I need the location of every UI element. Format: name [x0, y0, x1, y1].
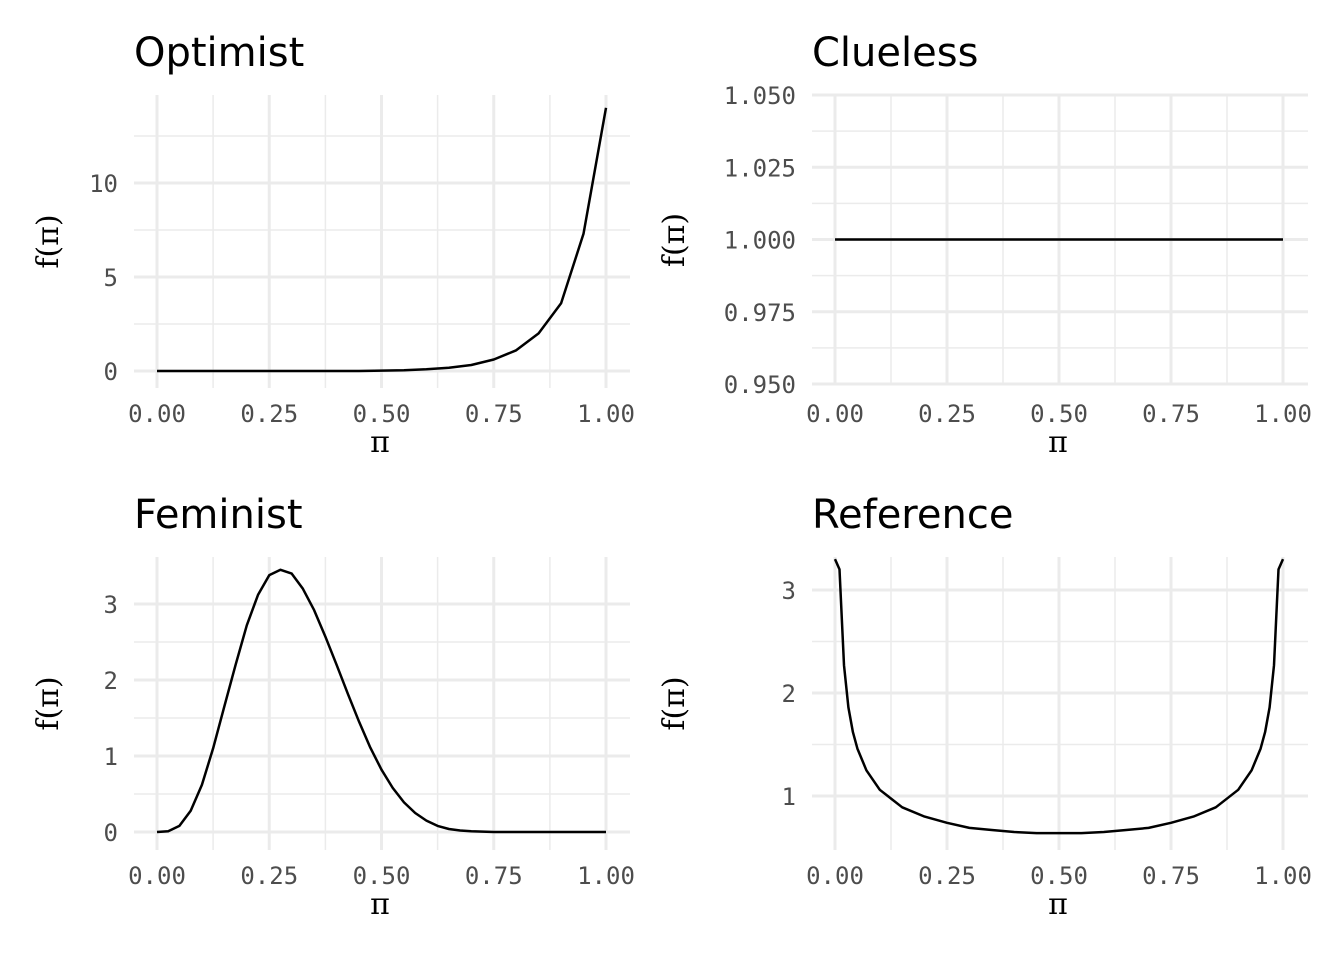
density-curve: [157, 107, 608, 373]
feminist-panel: Feminist 0.00 0.25 0.50 0.75 1.00 0 1 2 3 π f(π): [31, 492, 635, 922]
y-tick-label: 1.000: [724, 227, 796, 255]
density-curve: [833, 558, 1285, 835]
x-tick-label: 0.00: [806, 400, 864, 428]
x-axis-label: π: [370, 887, 390, 922]
panel-title: Reference: [812, 492, 1013, 538]
x-tick-label: 0.75: [1142, 862, 1200, 890]
x-axis-label: π: [1048, 887, 1068, 922]
density-curve: [156, 568, 606, 834]
y-tick-label: 0.950: [724, 371, 796, 399]
x-axis-label: π: [370, 425, 390, 460]
clueless-panel: Clueless 0.00 0.25 0.50 0.75 1.00 0.950 0.975 1.…: [657, 30, 1312, 460]
panel-title: Optimist: [134, 30, 304, 76]
y-tick-label: 3: [782, 577, 796, 605]
y-axis-label: f(π): [31, 676, 66, 730]
y-tick-label: 0.975: [724, 299, 796, 327]
y-tick-label: 0: [104, 358, 118, 386]
y-tick-label: 1: [782, 783, 796, 811]
y-tick-label: 5: [104, 264, 118, 292]
x-tick-label: 0.75: [465, 400, 523, 428]
x-tick-label: 1.00: [577, 400, 635, 428]
x-tick-label: 0.50: [1030, 400, 1088, 428]
x-tick-label: 0.75: [1142, 400, 1200, 428]
x-tick-label: 0.25: [918, 400, 976, 428]
y-tick-label: 2: [782, 680, 796, 708]
y-tick-label: 1: [104, 743, 118, 771]
x-tick-label: 1.00: [577, 862, 635, 890]
x-tick-label: 0.00: [128, 400, 186, 428]
y-tick-label: 2: [104, 667, 118, 695]
panel-title: Feminist: [134, 492, 303, 538]
y-axis-label: f(π): [657, 676, 692, 730]
x-tick-label: 0.25: [240, 862, 298, 890]
reference-panel: Reference 0.00 0.25 0.50 0.75 1.00 1 2 3 π f(π): [657, 492, 1312, 922]
x-tick-label: 0.50: [1030, 862, 1088, 890]
x-tick-label: 0.75: [465, 862, 523, 890]
x-tick-label: 0.50: [353, 862, 411, 890]
optimist-panel: Optimist 0.00 0.25 0.50 0.75 1.00 0 5 10 π f(π): [31, 30, 635, 460]
x-tick-label: 1.00: [1254, 400, 1312, 428]
y-tick-label: 10: [89, 170, 118, 198]
panel-title: Clueless: [812, 30, 978, 76]
y-tick-label: 3: [104, 591, 118, 619]
x-tick-label: 1.00: [1254, 862, 1312, 890]
y-axis-label: f(π): [31, 214, 66, 268]
y-tick-label: 0: [104, 819, 118, 847]
y-tick-label: 1.025: [724, 154, 796, 182]
x-axis-label: π: [1048, 425, 1068, 460]
x-tick-label: 0.50: [353, 400, 411, 428]
x-tick-label: 0.00: [128, 862, 186, 890]
y-tick-label: 1.050: [724, 82, 796, 110]
x-tick-label: 0.25: [918, 862, 976, 890]
x-tick-label: 0.00: [806, 862, 864, 890]
x-tick-label: 0.25: [240, 400, 298, 428]
y-axis-label: f(π): [657, 213, 692, 267]
